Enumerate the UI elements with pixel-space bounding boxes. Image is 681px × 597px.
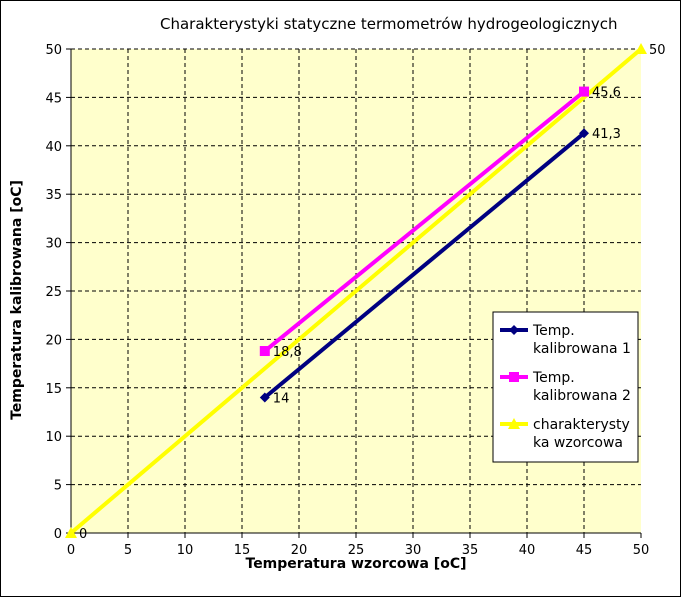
x-tick-label: 50 (633, 543, 650, 558)
data-point-marker (579, 128, 589, 139)
data-point-marker (259, 346, 270, 357)
data-label: 18,8 (273, 345, 302, 360)
x-tick-label: 5 (124, 543, 132, 558)
y-axis-label: Temperatura kalibrowana [oC] (9, 180, 25, 420)
chart-title: Charakterystyki statyczne termometrów hy… (160, 15, 618, 33)
data-point-marker (579, 86, 589, 97)
y-tick-label: 50 (45, 43, 62, 58)
y-tick-label: 25 (45, 285, 62, 300)
legend-entry-label: ka wzorcowa (533, 435, 623, 451)
data-label: 50 (649, 43, 666, 58)
y-tick-label: 10 (45, 430, 62, 445)
legend-swatch-marker (508, 418, 520, 429)
legend-swatch-marker (509, 325, 519, 335)
legend-entry-label: kalibrowana 2 (533, 388, 631, 404)
x-axis-label: Temperatura wzorcowa [oC] (246, 556, 467, 572)
y-tick-label: 15 (45, 382, 62, 397)
legend: Temp. kalibrowana 1 Temp. kalibrowana 2 char… (492, 311, 639, 463)
legend-entry-label: Temp. (532, 323, 575, 339)
data-label: 0 (79, 527, 87, 542)
series-line (263, 131, 586, 400)
series-line (263, 90, 586, 353)
data-label: 41,3 (592, 127, 621, 142)
y-tick-label: 35 (45, 188, 62, 203)
legend-entry-label: kalibrowana 1 (533, 341, 631, 357)
data-point-marker (635, 43, 647, 54)
x-tick-label: 30 (405, 543, 422, 558)
x-tick-label: 40 (519, 543, 536, 558)
x-tick-label: 0 (67, 543, 75, 558)
series-line (69, 47, 643, 535)
x-tick-label: 25 (348, 543, 365, 558)
legend-swatch-marker (509, 372, 519, 382)
data-point-marker (65, 527, 77, 538)
legend-entry-label: charakterysty (533, 417, 630, 433)
x-tick-label: 45 (576, 543, 593, 558)
data-label: 14 (273, 391, 290, 406)
data-label: 45,6 (592, 86, 621, 101)
x-tick-label: 35 (462, 543, 479, 558)
x-tick-label: 20 (291, 543, 308, 558)
y-tick-label: 30 (45, 237, 62, 252)
y-tick-label: 0 (54, 527, 62, 542)
legend-box (492, 311, 639, 463)
x-tick-label: 10 (177, 543, 194, 558)
y-tick-label: 5 (54, 479, 62, 494)
y-tick-label: 20 (45, 333, 62, 348)
x-tick-label: 15 (234, 543, 251, 558)
legend-entry-label: Temp. (532, 370, 575, 386)
data-point-marker (259, 392, 270, 403)
y-tick-label: 45 (45, 91, 62, 106)
y-tick-label: 40 (45, 140, 62, 155)
